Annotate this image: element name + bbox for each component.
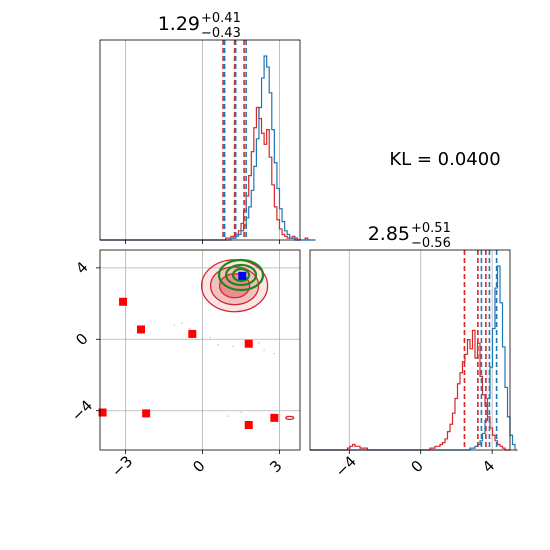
- y-tick-label: −4: [68, 397, 96, 425]
- red-square-marker: [119, 297, 128, 306]
- sample-dot: [209, 336, 212, 339]
- title-plus: +0.51: [411, 221, 451, 236]
- sample-dot: [217, 343, 219, 346]
- title-minus: −0.43: [201, 26, 241, 41]
- red-square-marker: [244, 421, 253, 429]
- title-plus: +0.41: [201, 11, 241, 26]
- joint-contour: −3 0 3 4 0 −4: [68, 249, 301, 481]
- red-histogram-series: [100, 106, 316, 241]
- blue-square-marker: [238, 271, 247, 280]
- blue-histogram-series: [100, 55, 316, 241]
- marginal-histogram-y-frame: [309, 249, 511, 451]
- title-median: 1.29: [158, 13, 200, 35]
- sample-dot: [232, 345, 235, 348]
- green-contour-level: [231, 267, 251, 283]
- kl-annotation: KL = 0.0400: [389, 149, 500, 170]
- red-square-marker: [98, 408, 107, 417]
- y-tick-label: 4: [72, 258, 91, 277]
- red-contour-fragment: [285, 415, 295, 420]
- marginal-histogram-y-title: 2.85: [368, 223, 410, 245]
- x-tick-label: 0: [189, 457, 208, 476]
- sample-dot: [240, 411, 242, 414]
- sample-dot: [188, 327, 191, 330]
- marginal-histogram-y: −4 0 4 2.85 +0.51 −0.56: [309, 221, 518, 481]
- marginal-histogram-x: 1.29 +0.41 −0.43: [99, 11, 316, 244]
- green-contour-level: [217, 258, 265, 292]
- red-square-marker: [244, 339, 253, 348]
- sample-dot: [258, 342, 260, 344]
- marginal-histogram-x-title: 1.29: [158, 13, 200, 35]
- sample-dot: [227, 415, 230, 417]
- red-square-marker: [188, 329, 197, 338]
- sample-dot: [181, 322, 183, 325]
- y-tick-label: 0: [72, 330, 91, 349]
- sample-dot: [273, 352, 276, 355]
- title-minus: −0.56: [411, 236, 451, 251]
- x-tick-label: −3: [108, 452, 136, 480]
- x-tick-label: 3: [266, 457, 285, 476]
- x-tick-label: −4: [332, 452, 360, 480]
- x-tick-label: 0: [407, 457, 426, 476]
- x-tick-label: 4: [479, 457, 498, 476]
- joint-contour-frame: [99, 249, 301, 451]
- red-square-marker: [142, 409, 151, 418]
- sample-dot: [268, 409, 271, 412]
- green-contour-level: [224, 263, 258, 287]
- red-square-marker: [137, 325, 146, 334]
- title-median: 2.85: [368, 223, 410, 245]
- sample-dot: [173, 324, 176, 326]
- marginal-histogram-x-frame: [99, 39, 301, 241]
- sample-dot: [278, 420, 281, 423]
- red-square-marker: [270, 413, 279, 422]
- sample-dot: [263, 349, 265, 351]
